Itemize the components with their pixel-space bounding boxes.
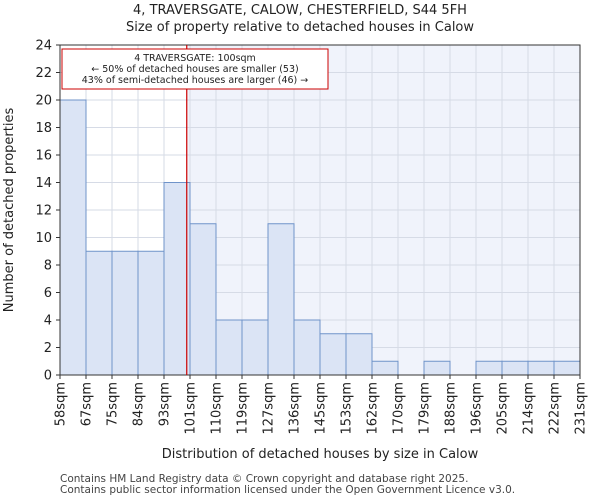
x-tick-label: 170sqm bbox=[392, 382, 407, 435]
y-axis-label: Number of detached properties bbox=[2, 108, 17, 313]
y-tick-label: 10 bbox=[35, 231, 52, 246]
x-tick-label: 136sqm bbox=[288, 382, 303, 435]
bar bbox=[527, 360, 555, 376]
bar bbox=[319, 333, 347, 376]
chart-subtitle: Size of property relative to detached ho… bbox=[125, 20, 475, 35]
y-tick-label: 20 bbox=[35, 94, 52, 109]
bar bbox=[475, 360, 503, 376]
annotation-box bbox=[61, 48, 329, 90]
x-tick-label: 93sqm bbox=[158, 382, 173, 426]
bar bbox=[293, 319, 321, 376]
x-tick-label: 179sqm bbox=[418, 382, 433, 435]
bar bbox=[189, 223, 217, 376]
bar bbox=[215, 319, 243, 376]
y-tick-label: 6 bbox=[44, 286, 52, 301]
y-tick-label: 4 bbox=[44, 314, 52, 329]
y-tick-label: 22 bbox=[35, 66, 52, 81]
bar bbox=[553, 360, 581, 376]
bar bbox=[111, 250, 139, 376]
bar bbox=[241, 319, 269, 376]
x-tick-label: 231sqm bbox=[574, 382, 589, 435]
bar bbox=[423, 360, 451, 376]
y-tick-label: 8 bbox=[44, 259, 52, 274]
bar bbox=[371, 360, 399, 376]
y-tick-label: 12 bbox=[35, 204, 52, 219]
x-tick-label: 188sqm bbox=[444, 382, 459, 435]
chart-title: 4, TRAVERSGATE, CALOW, CHESTERFIELD, S44… bbox=[133, 3, 467, 18]
x-tick-label: 119sqm bbox=[236, 382, 251, 435]
x-tick-label: 145sqm bbox=[314, 382, 329, 435]
annotation-line: ← 50% of detached houses are smaller (53… bbox=[91, 64, 298, 75]
x-tick-label: 67sqm bbox=[80, 382, 95, 426]
bar bbox=[267, 223, 295, 376]
x-tick-label: 205sqm bbox=[496, 382, 511, 435]
bar bbox=[85, 250, 113, 376]
x-axis-label: Distribution of detached houses by size … bbox=[162, 447, 479, 462]
x-tick-label: 222sqm bbox=[548, 382, 563, 435]
y-tick-label: 16 bbox=[35, 149, 52, 164]
footer-line-1: Contains HM Land Registry data © Crown c… bbox=[60, 473, 469, 485]
bar bbox=[137, 250, 165, 376]
x-tick-label: 75sqm bbox=[106, 382, 121, 426]
bar bbox=[59, 99, 87, 376]
x-tick-label: 153sqm bbox=[340, 382, 355, 435]
annotation-line: 4 TRAVERSGATE: 100sqm bbox=[134, 53, 256, 64]
x-tick-label: 127sqm bbox=[262, 382, 277, 435]
x-tick-label: 58sqm bbox=[54, 382, 69, 426]
bar bbox=[345, 333, 373, 376]
y-tick-label: 14 bbox=[35, 176, 52, 191]
x-tick-label: 110sqm bbox=[210, 382, 225, 435]
x-tick-label: 196sqm bbox=[470, 382, 485, 435]
footer-line-2: Contains public sector information licen… bbox=[60, 484, 516, 496]
y-tick-label: 2 bbox=[44, 341, 52, 356]
y-tick-label: 18 bbox=[35, 121, 52, 136]
bar bbox=[163, 182, 191, 376]
annotation-line: 43% of semi-detached houses are larger (… bbox=[82, 75, 309, 86]
x-tick-label: 162sqm bbox=[366, 382, 381, 435]
x-tick-label: 101sqm bbox=[184, 382, 199, 435]
x-tick-label: 84sqm bbox=[132, 382, 147, 426]
x-tick-label: 214sqm bbox=[522, 382, 537, 435]
y-tick-label: 0 bbox=[44, 369, 52, 384]
y-tick-label: 24 bbox=[35, 39, 52, 54]
bar bbox=[501, 360, 529, 376]
